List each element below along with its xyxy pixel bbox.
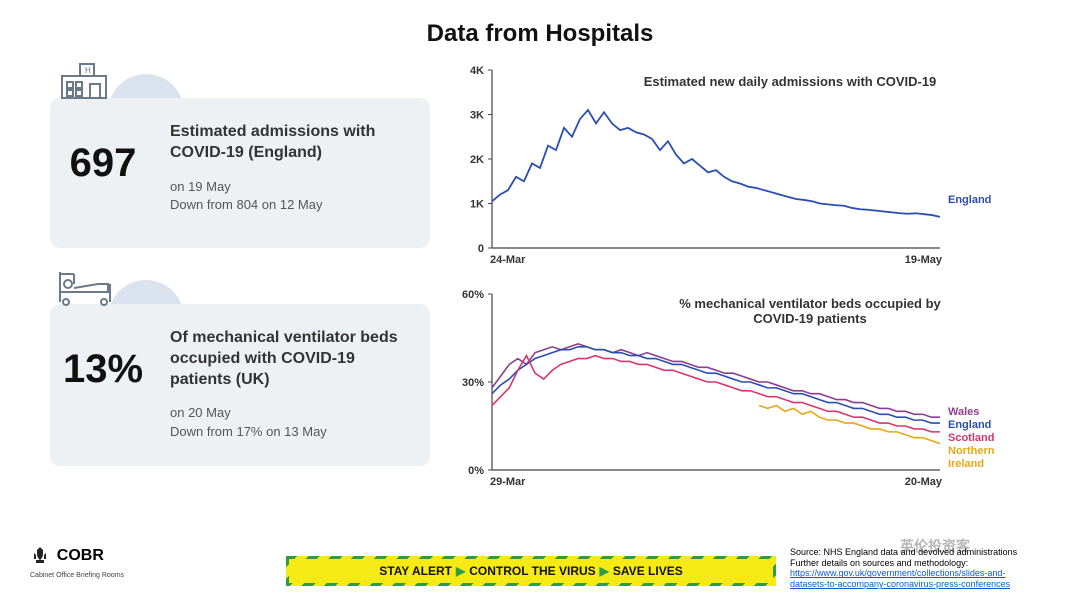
stat-sub1: on 19 May [170,178,410,197]
crest-icon [30,546,50,569]
stat-sub-admissions: on 19 May Down from 804 on 12 May [170,178,410,216]
chart-ventilators: 0% 30% 60% % mechanical ventilator beds occ… [450,288,1010,496]
cobr-logo: COBR Cabinet Office Briefing Rooms [30,546,124,580]
chevron-icon: ▶ [600,564,609,578]
svg-text:1K: 1K [470,199,484,211]
x-axis-start: 24-Mar [490,254,525,266]
banner-segment-3: SAVE LIVES [613,564,683,578]
banner-segment-1: STAY ALERT [379,564,452,578]
stat-card-admissions: H 697 Estimated admissions with COVID-19… [50,98,430,248]
left-column: H 697 Estimated admissions with COVID-19… [50,58,430,496]
hospital-bed-icon [56,266,116,302]
series-legend-scotland: Scotland [948,432,994,445]
page-title: Data from Hospitals [0,0,1080,48]
chart-title: Estimated new daily admissions with COVI… [620,74,960,89]
stat-sub-ventilators: on 20 May Down from 17% on 13 May [170,404,410,442]
source-line-2: Further details on sources and methodolo… [790,558,1040,569]
series-legend-wales: Wales [948,406,979,419]
svg-text:3K: 3K [470,110,484,122]
right-column: 0 1K 2K 3K 4K Estimated new daily admissions … [450,58,1040,496]
series-legend-northern-ireland: Northern Ireland [948,445,1010,470]
series-legend-england: England [948,419,991,432]
cobr-subtext: Cabinet Office Briefing Rooms [30,572,124,579]
stat-sub1: on 20 May [170,404,410,423]
stat-card-ventilators: 13% Of mechanical ventilator beds occupi… [50,304,430,466]
x-axis-end: 20-May [905,476,942,488]
chart-title: % mechanical ventilator beds occupied by… [660,296,960,326]
stay-alert-banner: STAY ALERT ▶ CONTROL THE VIRUS ▶ SAVE LI… [286,556,776,586]
stat-desc-admissions: Estimated admissions with COVID-19 (Engl… [170,122,410,164]
cobr-text: COBR [57,547,104,564]
stat-sub2: Down from 17% on 13 May [170,423,410,442]
series-legend-england: England [948,194,991,207]
stat-desc-ventilators: Of mechanical ventilator beds occupied w… [170,328,410,390]
svg-text:2K: 2K [470,154,484,166]
svg-text:4K: 4K [470,65,484,77]
svg-text:H: H [85,66,91,75]
chevron-icon: ▶ [456,564,465,578]
hospital-icon: H [56,60,116,96]
stat-value-ventilators: 13% [38,329,168,409]
svg-text:0%: 0% [468,465,484,477]
source-link[interactable]: https://www.gov.uk/government/collection… [790,568,1010,589]
svg-text:0: 0 [478,243,484,255]
source-text: Source: NHS England data and devolved ad… [790,547,1040,590]
footer: COBR Cabinet Office Briefing Rooms STAY … [0,540,1080,600]
stat-value-admissions: 697 [38,123,168,203]
content-area: H 697 Estimated admissions with COVID-19… [0,48,1080,496]
banner-segment-2: CONTROL THE VIRUS [469,564,595,578]
chart-admissions: 0 1K 2K 3K 4K Estimated new daily admissions … [450,64,1010,274]
x-axis-start: 29-Mar [490,476,525,488]
svg-text:60%: 60% [462,289,484,301]
stat-sub2: Down from 804 on 12 May [170,196,410,215]
source-line-1: Source: NHS England data and devolved ad… [790,547,1040,558]
svg-text:30%: 30% [462,377,484,389]
x-axis-end: 19-May [905,254,942,266]
